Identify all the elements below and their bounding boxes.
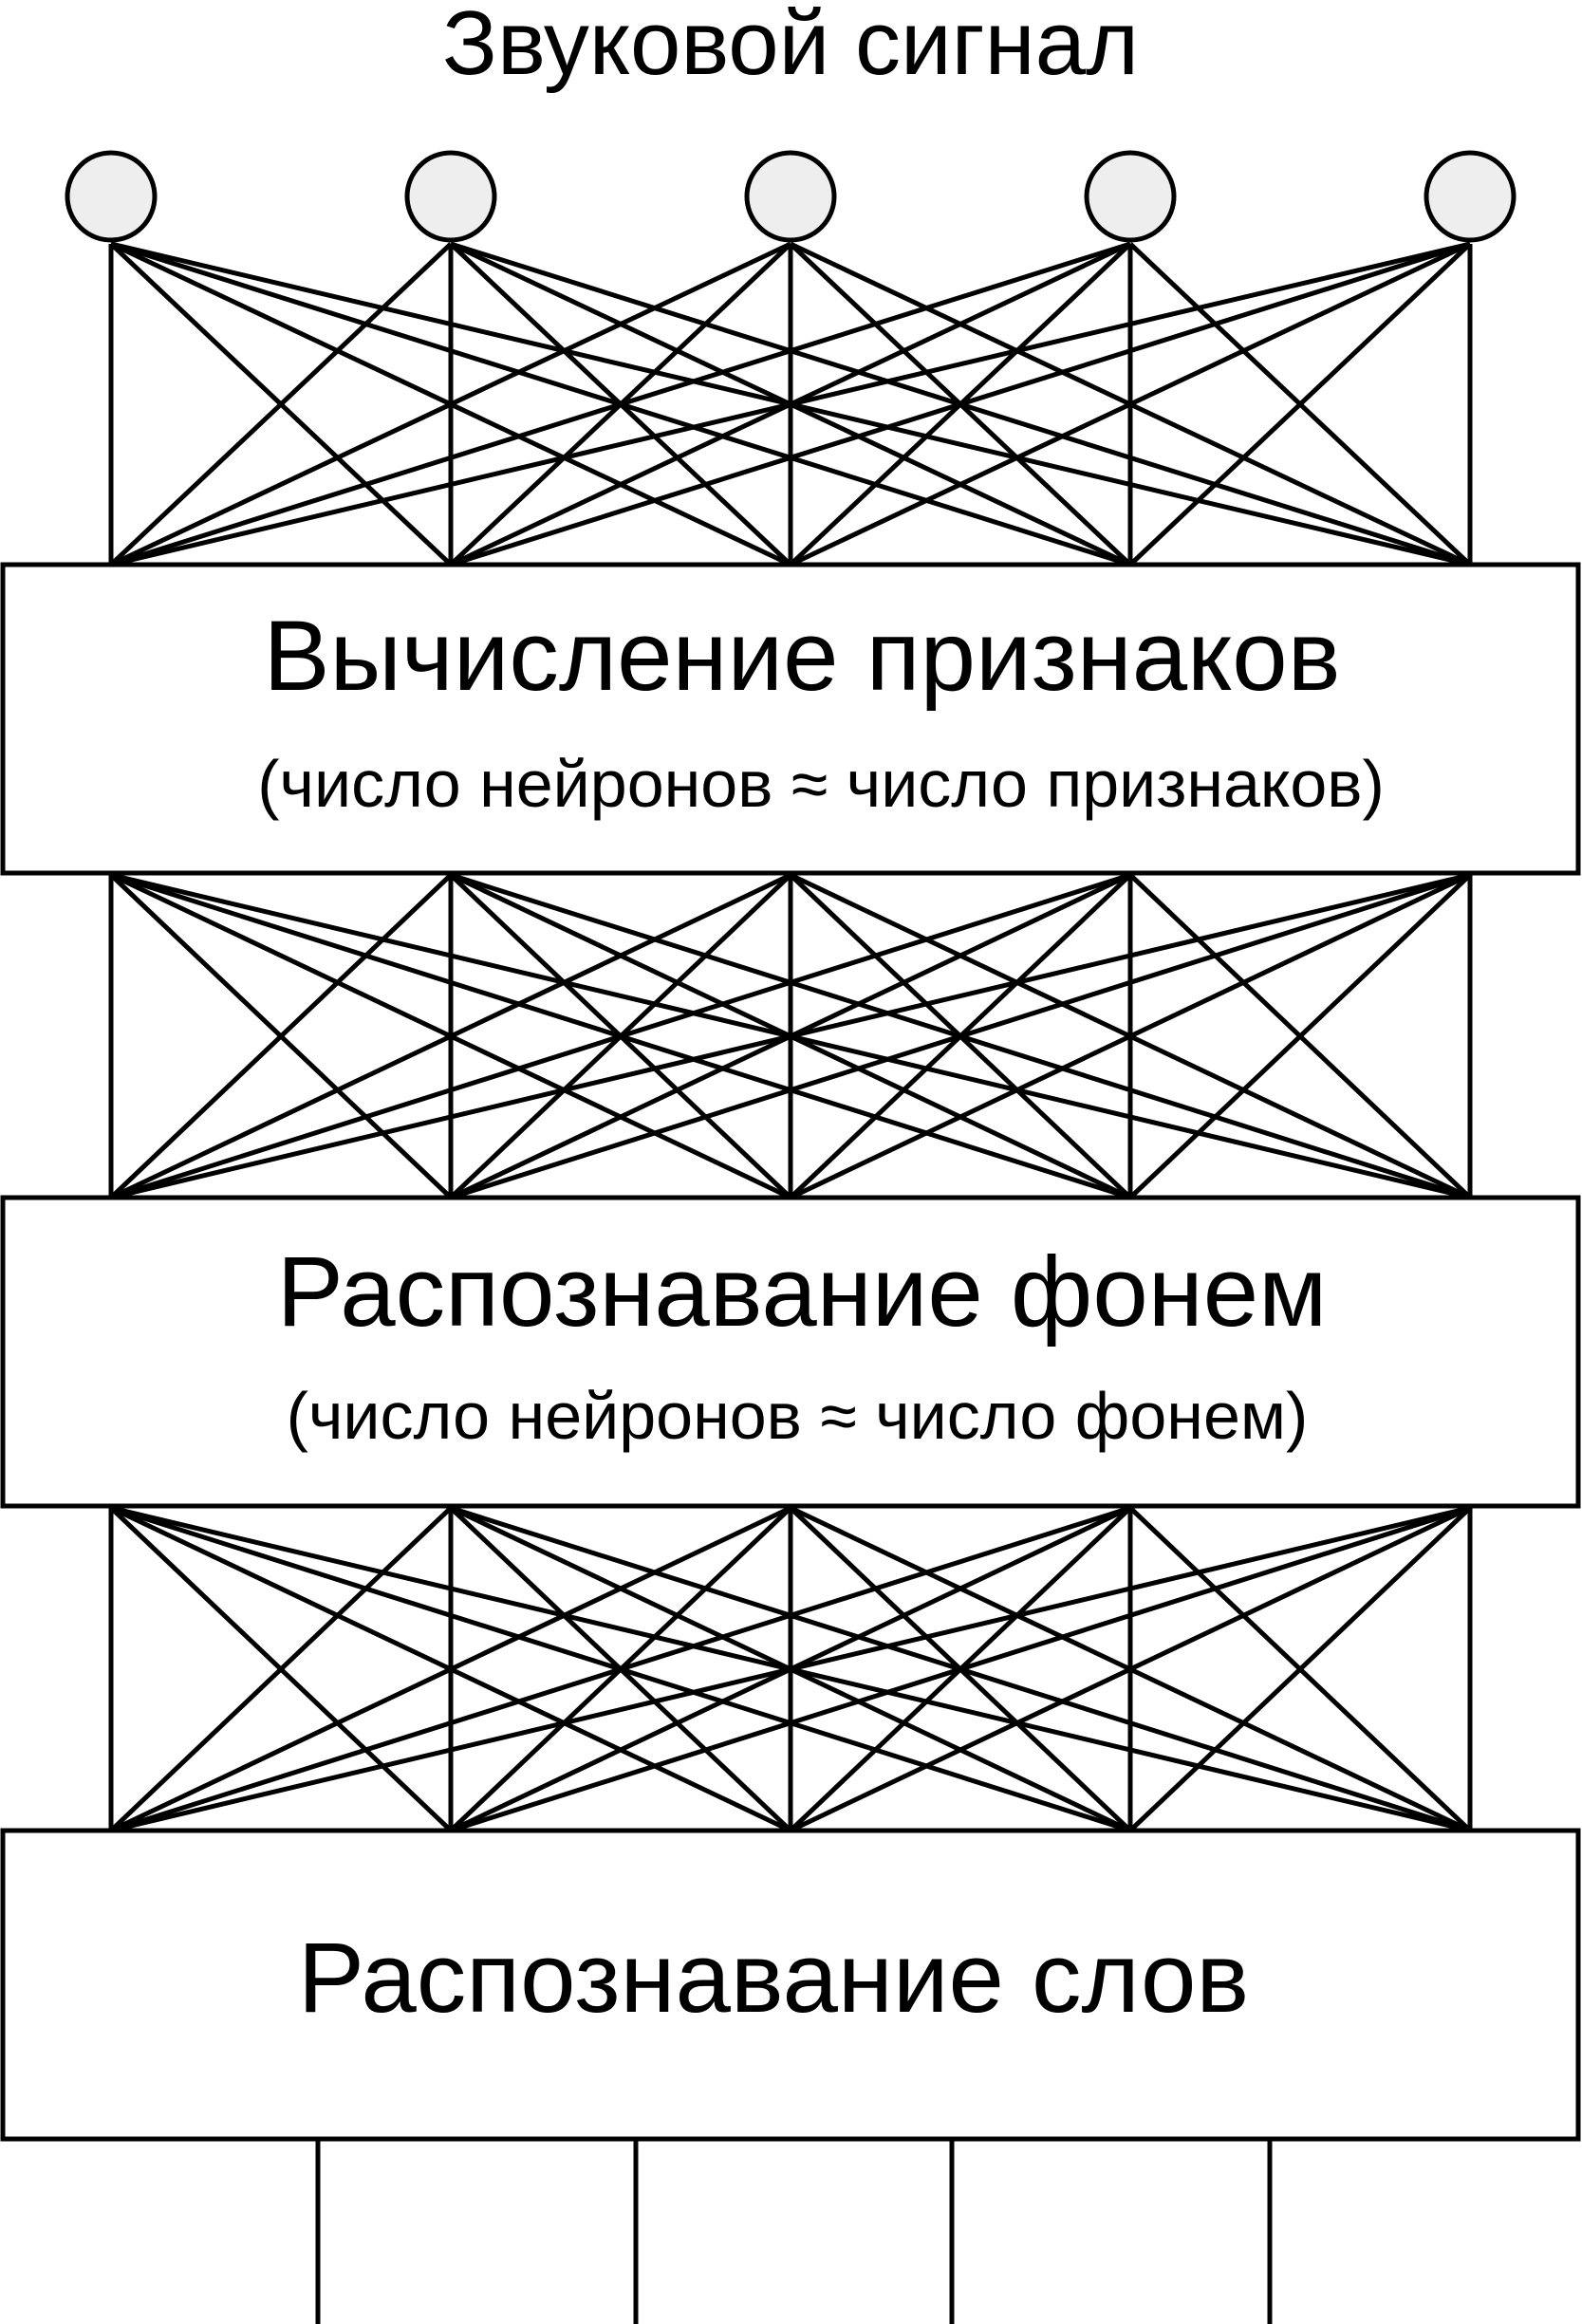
connection-line (789, 872, 1472, 1200)
input-signal-label: Звуковой сигнал (442, 0, 1139, 94)
connection-line (450, 241, 1471, 567)
feature-layer-box: Вычисление признаков (число нейронов ≈ ч… (0, 562, 1581, 876)
connection-line (450, 872, 1471, 1200)
phoneme-layer-title: Распознавание фонем (277, 1236, 1328, 1348)
feature-layer-title: Вычисление признаков (264, 601, 1341, 712)
connection-line (1128, 873, 1472, 1199)
connection-line (789, 1505, 1472, 1833)
input-node (1084, 150, 1177, 243)
input-nodes (65, 150, 1517, 243)
connection-line (109, 873, 453, 1199)
word-layer-title: Распознавание слов (298, 1923, 1249, 2034)
input-node (65, 150, 158, 243)
input-node (404, 150, 497, 243)
connection-line (110, 1505, 1471, 1833)
connection-line (109, 1505, 792, 1833)
phoneme-layer-subtitle: (число нейронов ≈ число фонем) (287, 1379, 1309, 1453)
connection-line (110, 872, 1471, 1200)
connection-line (109, 872, 792, 1200)
connection-line (110, 872, 1131, 1200)
connection-line (109, 1506, 453, 1832)
connection-line (110, 241, 1471, 567)
connection-line (1128, 242, 1472, 567)
word-layer-box: Распознавание слов (0, 1828, 1581, 2142)
connection-line (110, 241, 1131, 567)
connection-line (789, 241, 1472, 567)
connection-line (1128, 1506, 1472, 1832)
input-node (744, 150, 837, 243)
connection-line (450, 1505, 1471, 1833)
input-node (1424, 150, 1517, 243)
feature-layer-subtitle: (число нейронов ≈ число признаков) (257, 747, 1385, 821)
output-lines (315, 2141, 1273, 2324)
connection-line (109, 242, 453, 567)
connections (108, 241, 1473, 1833)
connection-line (110, 1505, 1131, 1833)
connection-line (109, 241, 792, 567)
phoneme-layer-box: Распознавание фонем (число нейронов ≈ чи… (0, 1195, 1581, 1509)
